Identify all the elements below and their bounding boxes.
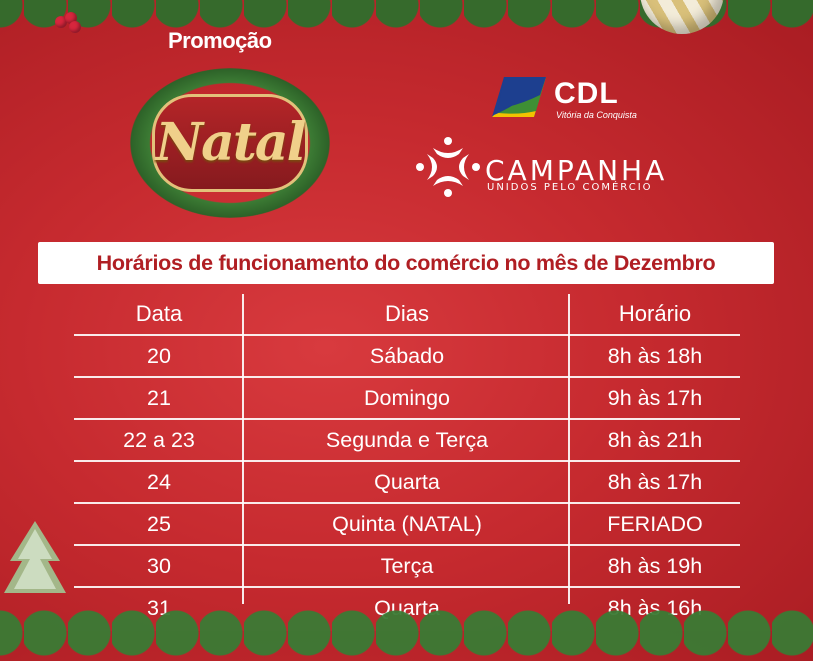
cell-day: Segunda e Terça [325,427,489,452]
cdl-mark-icon [492,77,546,117]
table-row: 20 Sábado 8h às 18h [74,334,740,376]
column-header-data: Data [135,301,183,326]
cell-hours: 8h às 19h [607,553,703,578]
table-header: Data Dias Horário [74,294,740,334]
column-header-horario: Horário [618,301,692,326]
christmas-tree-decoration [4,521,66,593]
cdl-subtitle: Vitória da Conquista [556,110,637,120]
natal-plate [152,94,308,192]
pine-garland-bottom [0,601,813,661]
cell-date: 25 [147,511,171,536]
table-row: 25 Quinta (NATAL) FERIADO [74,502,740,544]
cell-day: Domingo [363,385,451,410]
table-row: 24 Quarta 8h às 17h [74,460,740,502]
cell-hours: FERIADO [607,511,703,536]
holly-berries-decoration [55,12,85,33]
campanha-logo: CAMPANHA UNIDOS PELO COMÉRCIO [415,136,715,200]
table-row: 22 a 23 Segunda e Terça 8h às 21h [74,418,740,460]
column-header-dias: Dias [384,301,429,326]
cell-date: 21 [147,385,171,410]
cell-day: Sábado [369,343,445,368]
schedule-table: Data Dias Horário 20 Sábado 8h às 18h 21… [74,294,740,628]
people-circle-icon [416,137,480,197]
cell-hours: 8h às 17h [607,469,703,494]
table-row: 30 Terça 8h às 19h [74,544,740,586]
table-row: 21 Domingo 9h às 17h [74,376,740,418]
cell-date: 24 [147,469,171,494]
promo-label: Promoção [168,28,272,53]
cell-date: 30 [147,553,171,578]
cell-hours: 8h às 21h [607,427,703,452]
campanha-subtitle: UNIDOS PELO COMÉRCIO [487,182,653,193]
cell-date: 20 [147,343,171,368]
natal-logo: Natal [130,68,330,218]
cell-day: Quinta (NATAL) [332,511,482,536]
natal-logo-text: Natal [155,112,307,173]
cell-hours: 8h às 18h [607,343,703,368]
cell-day: Terça [380,553,434,578]
cdl-name: CDL [554,77,619,110]
cdl-logo: CDL Vitória da Conquista [490,75,670,125]
schedule-title: Horários de funcionamento do comércio no… [96,250,716,275]
campanha-name: CAMPANHA [485,154,668,187]
cell-date: 22 a 23 [123,427,195,452]
cell-hours: 9h às 17h [607,385,703,410]
cell-day: Quarta [374,469,440,494]
schedule-title-banner: Horários de funcionamento do comércio no… [38,242,774,284]
